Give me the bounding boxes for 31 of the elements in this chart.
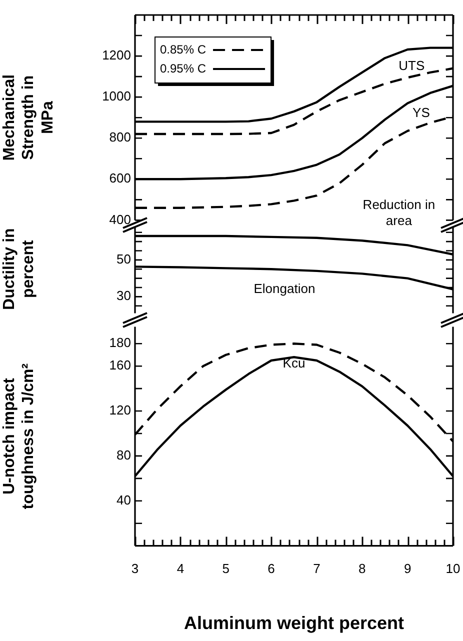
x-tick-label: 6 <box>268 561 275 576</box>
y-tick-label: 1000 <box>102 88 131 104</box>
x-tick-label: 4 <box>176 561 184 576</box>
annotation: Reduction in area <box>362 197 436 228</box>
y-tick-label: 800 <box>109 130 131 145</box>
x-tick-label: 9 <box>404 561 412 576</box>
y-axis-title: Ductility in percent <box>1 228 38 310</box>
x-tick-label: 7 <box>313 561 320 576</box>
x-tick-label: 8 <box>358 561 366 576</box>
x-axis-title: Aluminum weight percent <box>184 613 404 634</box>
y-tick-label: 120 <box>109 402 131 418</box>
annotation: UTS <box>398 58 425 73</box>
x-tick-label: 10 <box>446 561 460 576</box>
legend-label: 0.85% C <box>160 42 206 56</box>
y-tick-label: 160 <box>109 358 131 373</box>
y-tick-label: 180 <box>109 335 131 350</box>
y-tick-label: 1200 <box>102 48 131 63</box>
y-axis-title: Mechanical Strength in MPa <box>1 74 56 161</box>
y-tick-label: 80 <box>116 448 131 463</box>
y-tick-label: 50 <box>116 251 131 266</box>
annotation: Kcu <box>282 356 306 371</box>
y-axis-title: U-notch impact toughness in J/cm² <box>1 363 38 510</box>
annotation: YS <box>412 105 430 120</box>
y-tick-label: 600 <box>109 170 131 186</box>
legend-label: 0.95% C <box>160 61 206 76</box>
x-tick-label: 3 <box>131 561 139 576</box>
y-tick-label: 40 <box>116 492 131 508</box>
y-tick-label: 400 <box>109 212 131 227</box>
annotation: Elongation <box>254 280 316 296</box>
x-tick-label: 5 <box>222 561 230 576</box>
y-tick-label: 30 <box>116 288 131 304</box>
